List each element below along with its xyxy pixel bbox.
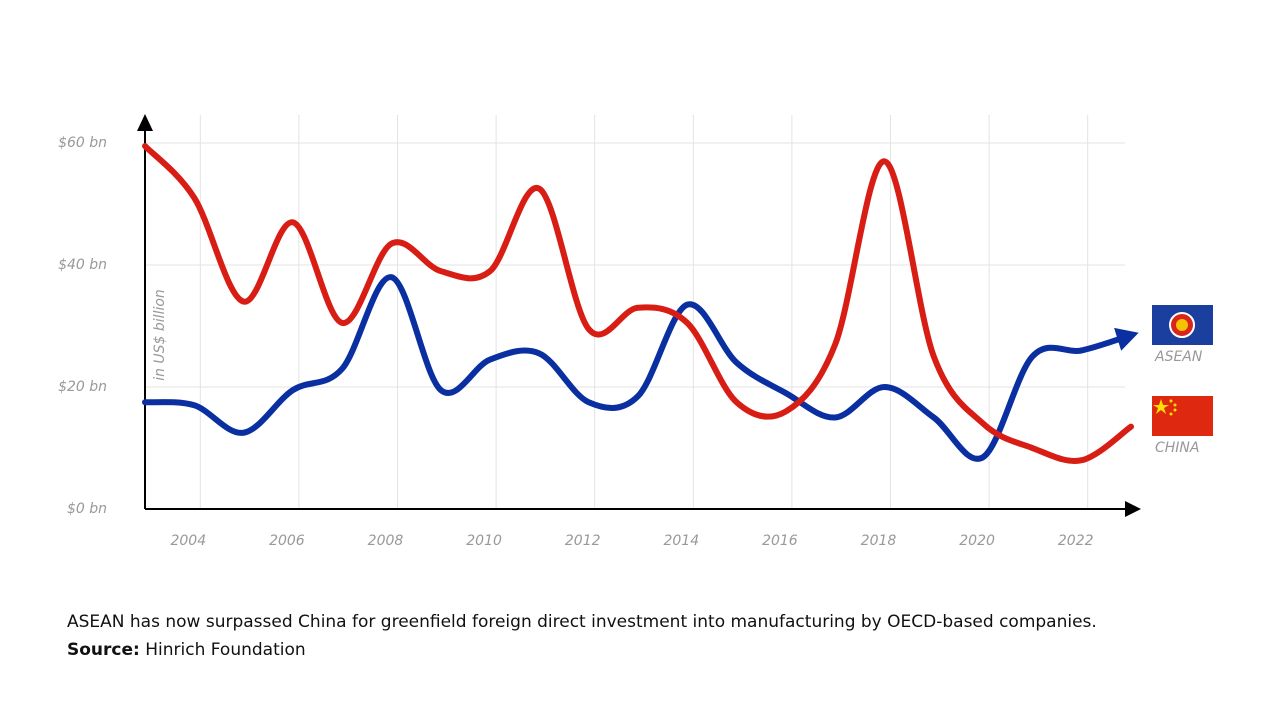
x-tick-label: 2008 [368,533,404,549]
china-flag [1152,396,1213,436]
source-label: Source: [67,640,140,660]
x-tick-label: 2016 [762,533,798,549]
source-text: Hinrich Foundation [145,640,306,660]
y-tick-label: $20 bn [58,379,107,395]
asean-flag [1152,305,1213,345]
x-tick-label: 2004 [170,533,206,549]
y-tick-label: $40 bn [58,257,107,273]
y-tick-label: $60 bn [58,135,107,151]
line [142,274,1134,462]
source: Source: Hinrich Foundation [67,640,306,660]
y-axis-label: in US$ billion [152,289,168,381]
x-tick-label: 2012 [565,533,601,549]
y-axis-arrow [137,114,153,131]
legend-label: ASEAN [1154,349,1203,365]
x-tick-label: 2006 [269,533,305,549]
legend-label: CHINA [1155,440,1199,456]
y-tick-label: $0 bn [67,501,107,517]
x-tick-label: 2022 [1058,533,1094,549]
x-tick-label: 2014 [663,533,699,549]
x-tick-label: 2010 [466,533,502,549]
x-axis-arrow [1125,501,1141,517]
line [142,143,1134,464]
caption: ASEAN has now surpassed China for greenf… [67,612,1097,632]
x-tick-label: 2020 [959,533,995,549]
line-arrow [1114,327,1139,351]
chart: in US$ billion $0 bn $20 bn $40 bn $60 bn 20… [58,114,1213,549]
x-tick-label: 2018 [861,533,897,549]
